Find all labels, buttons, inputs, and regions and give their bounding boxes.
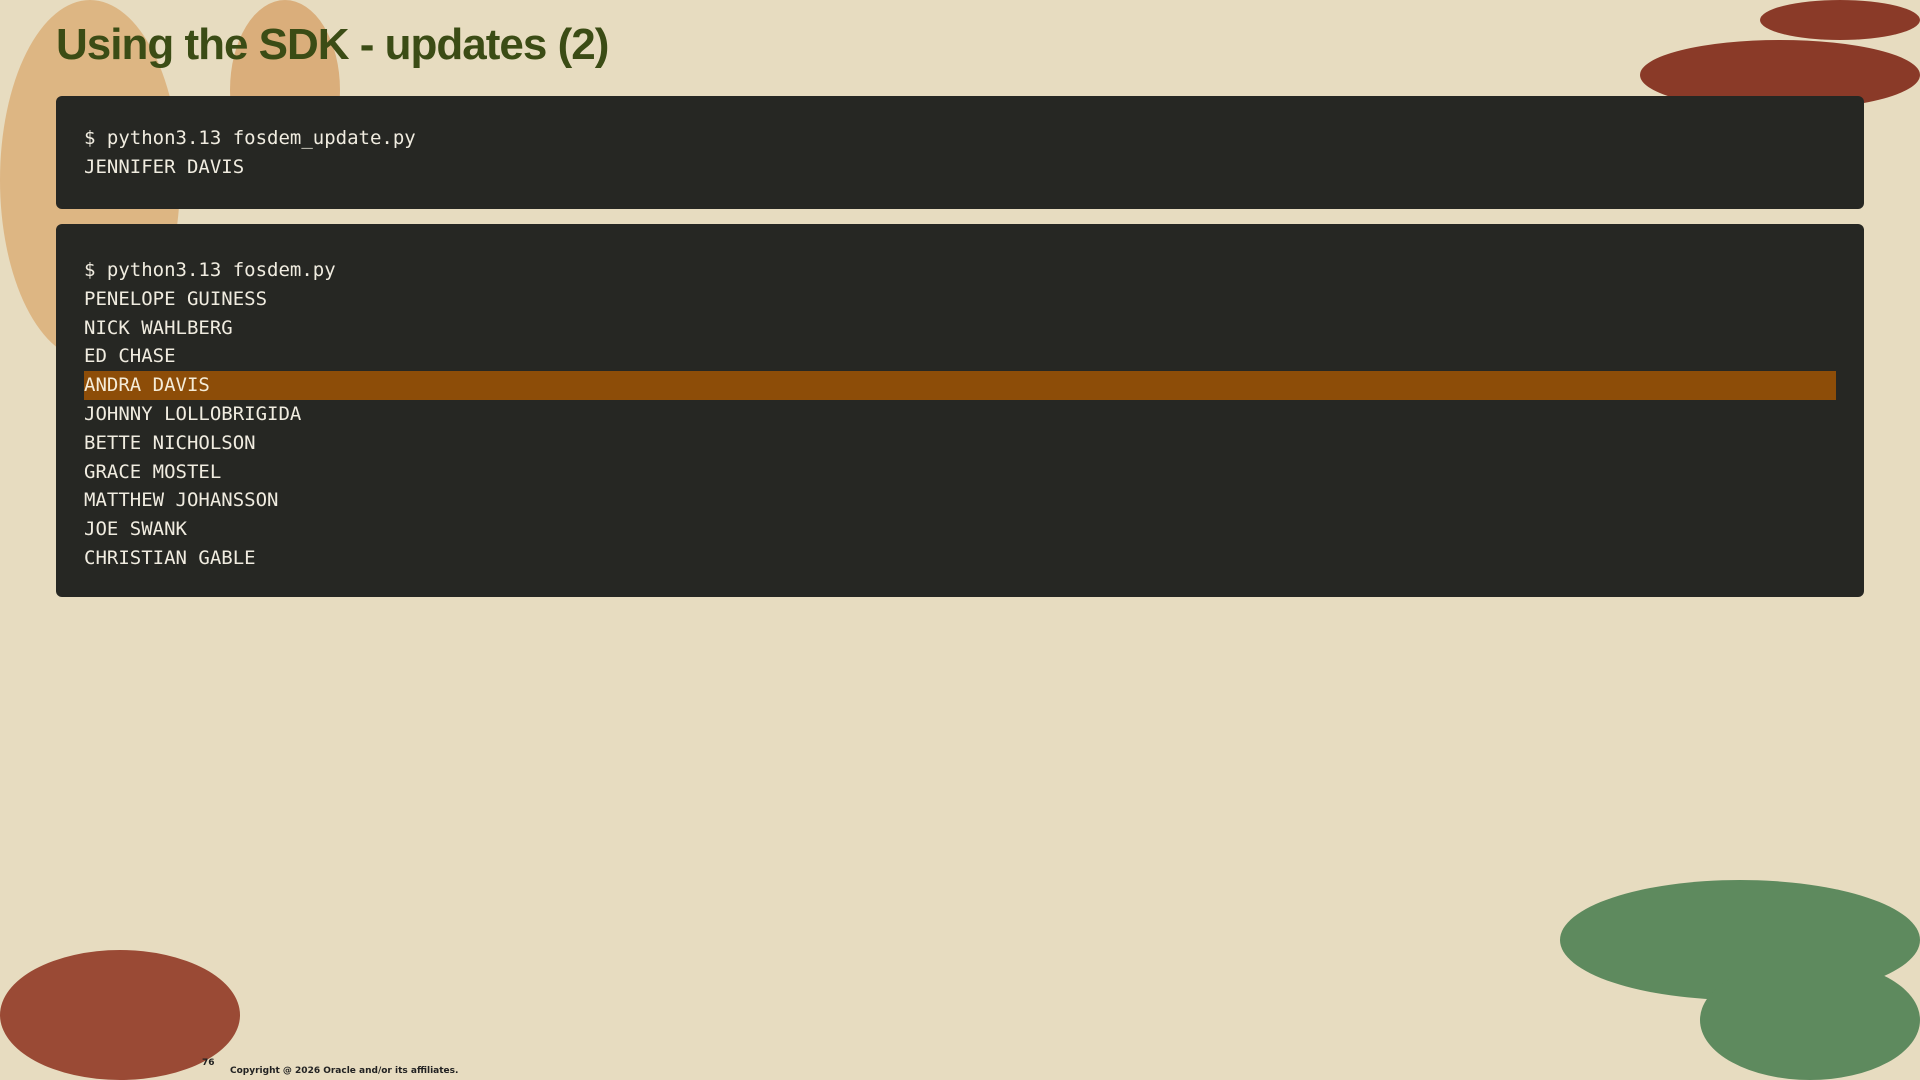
- terminal-line: CHRISTIAN GABLE: [84, 546, 256, 569]
- terminal-line: $ python3.13 fosdem_update.py: [84, 127, 416, 149]
- slide-title: Using the SDK - updates (2): [56, 20, 609, 69]
- terminal-line: NICK WAHLBERG: [84, 316, 233, 339]
- terminal-output-update: $ python3.13 fosdem_update.py JENNIFER D…: [56, 96, 1864, 209]
- terminal-line: PENELOPE GUINESS: [84, 287, 268, 310]
- terminal-line: BETTE NICHOLSON: [84, 431, 256, 454]
- terminal-line: $ python3.13 fosdem.py: [84, 259, 336, 281]
- terminal-output-query: $ python3.13 fosdem.py PENELOPE GUINESS …: [56, 224, 1864, 597]
- page-number: 76: [202, 1058, 215, 1068]
- terminal-line: JOE SWANK: [84, 518, 187, 541]
- terminal-line-highlighted: ANDRA DAVIS: [84, 371, 1836, 400]
- terminal-line: GRACE MOSTEL: [84, 460, 222, 483]
- decor-red-corner: [1760, 0, 1920, 40]
- terminal-line: ED CHASE: [84, 345, 176, 368]
- terminal-line: MATTHEW JOHANSSON: [84, 489, 279, 512]
- terminal-line: JOHNNY LOLLOBRIGIDA: [84, 402, 302, 425]
- decor-green-bottom-right-2: [1700, 960, 1920, 1080]
- terminal-line: JENNIFER DAVIS: [84, 155, 245, 178]
- decor-red-bottom-left: [0, 950, 240, 1080]
- copyright-notice: Copyright @ 2026 Oracle and/or its affil…: [230, 1066, 459, 1076]
